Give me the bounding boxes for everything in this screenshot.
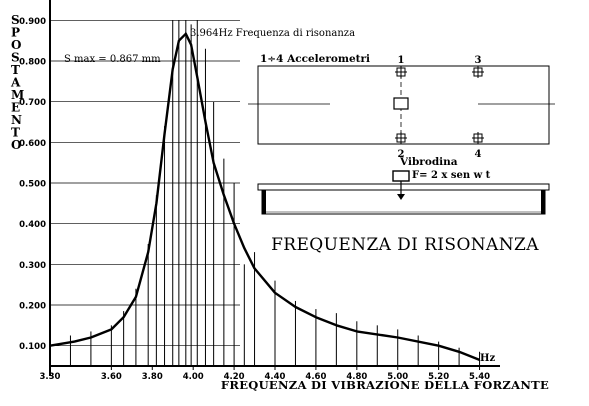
accelerometer-4 [472, 132, 484, 144]
x-tick-label: 5.40 [469, 372, 490, 382]
sensor-label-1: 1 [398, 55, 405, 66]
peak-annotation: 3.964Hz Frequenza di risonanza [190, 28, 355, 39]
x-tick-labels: 3.30 3.60 3.80 4.00 4.20 4.40 4.60 4.80 5.00 5.20… [40, 372, 491, 382]
sensor-label-4: 4 [475, 149, 482, 160]
x-tick-label: 3.60 [101, 372, 122, 382]
x-tick-label: 3.80 [142, 372, 163, 382]
x-tick-label: 4.40 [265, 372, 286, 382]
y-tick-label: 0.100 [19, 342, 46, 352]
x-tick-label: 5.20 [428, 372, 449, 382]
sensor-label-3: 3 [475, 55, 482, 66]
x-tick-label: 4.60 [305, 372, 326, 382]
vibrodina-side-symbol [392, 170, 410, 182]
chart-grid [49, 19, 481, 370]
vibrodina-label: Vibrodina [399, 156, 458, 168]
y-tick-label: 0.200 [19, 302, 46, 312]
x-tick-label: 4.00 [183, 372, 204, 382]
x-tick-label: 4.20 [224, 372, 245, 382]
y-tick-label: 0.600 [19, 139, 46, 149]
y-tick-label: 0.700 [19, 98, 46, 108]
chart-title: FREQUENZA DI RISONANZA [271, 235, 539, 255]
x-tick-label: 3.30 [40, 372, 61, 382]
x-axis-unit: Hz [480, 353, 495, 364]
y-tick-label: 0.800 [19, 58, 46, 68]
sensor-label-2: 2 [398, 149, 405, 160]
beam-side-view [257, 170, 550, 215]
accelerometer-2 [395, 132, 407, 144]
x-tick-label: 4.80 [346, 372, 367, 382]
x-axis-label: FREQUENZA DI VIBRAZIONE DELLA FORZANTE [221, 378, 549, 392]
chart-axes [49, 0, 500, 376]
smax-annotation: S max = 0.867 mm [64, 54, 161, 65]
y-tick-label: 0.300 [19, 261, 46, 271]
accelerometer-3 [472, 66, 484, 78]
force-label: F= 2 x sen w t [412, 170, 491, 181]
legend-title: 1÷4 Accelerometri [260, 53, 370, 65]
accelerometer-1 [395, 66, 407, 78]
displacement-curve [49, 32, 480, 362]
y-tick-label: 0.400 [19, 220, 46, 230]
y-tick-labels: 0.100 0.200 0.300 0.400 0.500 0.600 0.700 0.800… [19, 17, 46, 352]
y-tick-label: 0.900 [19, 17, 46, 27]
beam-diagram: 1÷4 Accelerometri 1 3 2 4 Vibrodina F= 2… [248, 53, 555, 215]
x-tick-label: 5.00 [387, 372, 408, 382]
y-tick-label: 0.500 [19, 180, 46, 190]
vibrodina-plan-symbol [393, 97, 409, 110]
